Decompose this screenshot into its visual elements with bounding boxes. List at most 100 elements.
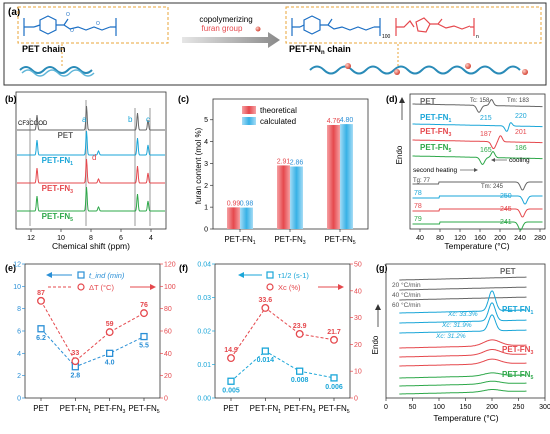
g-rate-1: 40 °C/min [392, 291, 421, 299]
chart-e-right-label: 76 [140, 302, 148, 309]
g-trace-3-0 [399, 372, 527, 379]
chart-f-right-point [261, 304, 270, 312]
petfn-chain-label: PET-FNn chain [289, 44, 351, 56]
peak-label-c: c [146, 115, 150, 124]
nmr-tick-label: 4 [149, 235, 153, 242]
nmr-name-2: PET-FN3 [42, 184, 73, 195]
chart-f-rtick-label: 10 [354, 369, 362, 376]
f-legend-label-1: τ1/2 (s-1) [278, 271, 309, 280]
chart-f-left-label: 0.014 [257, 357, 275, 364]
g-name-pet: PET [500, 267, 516, 276]
dsc-axes [409, 93, 546, 230]
petfn-structure-red [395, 17, 475, 36]
bar-xtick-label: PET-FN1 [224, 235, 255, 246]
bar-xtick-label: PET-FN3 [274, 235, 305, 246]
cooling-arrow-head [491, 158, 495, 162]
nmr-xlabel: Chemical shift (ppm) [52, 241, 130, 251]
f-legend-label-2: Xc (%) [278, 283, 301, 292]
endo-arrow-head [399, 97, 405, 103]
furan-ball-2 [394, 69, 400, 75]
chart-f-xtick-label: PET-FN3 [284, 404, 315, 415]
dsc-xtick-label: 120 [454, 235, 466, 242]
chart-f: 0.00 0.01 0.02 0.03 0.04 0 10 20 30 40 50 PET PET-FN… [197, 262, 362, 416]
g-xc-0: Xc: 33.3% [447, 311, 478, 318]
bar-label-calculated: 0.98 [240, 201, 254, 208]
chart-e-right-label: 59 [106, 321, 114, 328]
chart-f-xtick-label-base: PET [223, 404, 239, 413]
petfn-structure-box [285, 6, 542, 44]
dsc-name-0-base: PET [420, 97, 436, 106]
g-trace-0-0 [399, 276, 527, 281]
chart-e-left-point [37, 325, 45, 333]
g-name-fn1: PET-FN1 [502, 305, 533, 316]
pet-chain-wave [19, 66, 93, 74]
furan-ball-1 [345, 63, 351, 69]
bar-xtick-label-base: PET-FN [274, 235, 303, 244]
e-legend-circle-icon [77, 283, 85, 291]
g-name-fn3-sub: 3 [530, 350, 533, 356]
g-trace-1-2 [399, 314, 527, 334]
chart-f-right-point [227, 354, 235, 363]
bar-theoretical [277, 165, 290, 229]
dsc-name-3-sub: 5 [448, 148, 451, 154]
chart-e-ltick-label: 2 [17, 373, 21, 380]
chart-f-rtick-label: 50 [354, 262, 362, 269]
chart-e-xtick-label-base: PET-FN [128, 404, 157, 413]
bar-xtick-label-base: PET-FN [224, 235, 253, 244]
dsc-xtick-label: 40 [416, 235, 424, 242]
g-trace-2-2 [399, 358, 527, 367]
nmr-name-1: PET-FN1 [42, 156, 73, 167]
g-name-fn3: PET-FN3 [502, 345, 533, 356]
chart-f-left-label: 0.005 [222, 387, 240, 394]
chart-f-xtick-label: PET [223, 404, 239, 413]
sub-100: 100 [382, 34, 391, 40]
dsc-name-3-base: PET-FN [420, 143, 449, 152]
pet-chain-wave-2 [21, 69, 95, 77]
chart-f-rtick-label: 40 [354, 288, 362, 295]
solvent-label: CF3COOD [18, 121, 48, 127]
panel-g: (g) Endo 0 50 100 150 200 250 300 Temperature (… [371, 263, 550, 423]
heating-arrow-head [474, 168, 478, 172]
nmr-tick-label: 12 [27, 235, 35, 242]
petfn-structure-blue [291, 15, 381, 36]
g-xtick-label: 250 [513, 404, 525, 411]
g-endo-arrow-head [375, 304, 381, 310]
g-trace-1-1 [399, 302, 527, 324]
dsc-cool-trace-3 [412, 151, 543, 165]
nmr-name-2-sub: 3 [70, 189, 73, 195]
chart-f-ltick-label: 0.00 [197, 396, 211, 403]
chart-f-left-label: 0.008 [291, 377, 309, 384]
bar-xtick-label-base: PET-FN [324, 235, 353, 244]
g-name-fn3-base: PET-FN [502, 345, 531, 354]
legend-theoretical-swatch [242, 106, 256, 114]
nmr-tick-label: 10 [57, 235, 65, 242]
chart-e-ltick-label: 8 [17, 306, 21, 313]
nmr-name-0-base: PET [57, 131, 73, 140]
nmr-name-0: PET [57, 131, 73, 140]
dsc-tg-label: Tg: 77 [413, 178, 431, 184]
bar-label-theoretical: 0.99 [227, 200, 241, 207]
chart-e-left-label: 4.0 [105, 359, 115, 366]
panel-d-ylabel: Endo [395, 145, 404, 164]
nmr-tick-label: 6 [119, 235, 123, 242]
chart-e-xtick-label: PET-FN3 [94, 404, 125, 415]
nmr-trace-1 [17, 130, 165, 156]
panel-f-label: (f) [179, 263, 188, 273]
dsc-heat-trace-3 [412, 221, 543, 231]
e-legend-arrow-head-2 [150, 284, 156, 290]
chart-f-left-line [230, 350, 335, 382]
legend-theoretical-label: theoretical [260, 106, 297, 115]
chart-f-rtick-label: 30 [354, 315, 362, 322]
dsc-cool-val-a-1: 187 [480, 131, 492, 138]
dsc-cool-val-b-0: 220 [515, 113, 527, 120]
pet-chain-label: PET chain [22, 44, 66, 54]
chart-e-rtick-label: 120 [164, 262, 176, 269]
panel-c-ylabel: furan content (mol %) [194, 127, 203, 204]
chart-e-ltick-label: 0 [17, 396, 21, 403]
bar-ytick-label: 3 [204, 161, 208, 168]
chart-f-left-point [330, 374, 338, 382]
panel-g-ylabel: Endo [371, 335, 380, 354]
dsc-tc-label: Tc: 158 [470, 98, 490, 104]
pet-structure [23, 15, 117, 36]
